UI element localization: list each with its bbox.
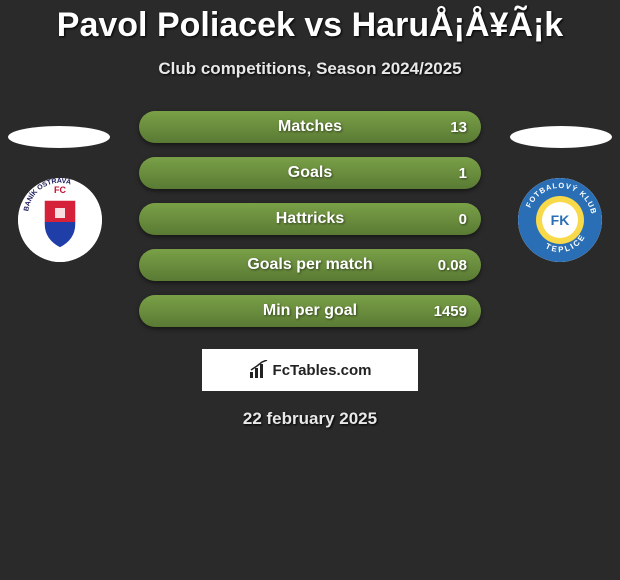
stat-label: Goals per match	[247, 256, 372, 274]
fctables-badge[interactable]: FcTables.com	[202, 349, 418, 391]
stat-row: Hattricks 0	[139, 203, 481, 235]
right-ellipse	[510, 126, 612, 148]
stat-label: Goals	[288, 164, 332, 182]
page-title: Pavol Poliacek vs HaruÅ¡Å¥Ã¡k	[0, 0, 620, 45]
stat-value-right: 0.08	[438, 257, 467, 274]
crest-left-fc: FC	[54, 185, 66, 195]
stat-label: Hattricks	[276, 210, 344, 228]
stat-label: Min per goal	[263, 302, 357, 320]
stat-row: Goals 1	[139, 157, 481, 189]
fk-teplice-icon: FOTBALOVÝ KLUB TEPLICE FK	[518, 178, 602, 262]
stat-value-right: 13	[450, 119, 467, 136]
banik-ostrava-icon: BANÍK OSTRAVA FC	[18, 178, 102, 262]
comparison-card: Pavol Poliacek vs HaruÅ¡Å¥Ã¡k Club compe…	[0, 0, 620, 580]
subtitle: Club competitions, Season 2024/2025	[0, 59, 620, 79]
stat-row: Matches 13	[139, 111, 481, 143]
stat-value-right: 1459	[434, 303, 467, 320]
stat-value-right: 0	[459, 211, 467, 228]
stat-row: Goals per match 0.08	[139, 249, 481, 281]
stat-row: Min per goal 1459	[139, 295, 481, 327]
crest-left: BANÍK OSTRAVA FC	[18, 178, 102, 262]
fctables-label: FcTables.com	[273, 362, 372, 379]
crest-right: FOTBALOVÝ KLUB TEPLICE FK	[518, 178, 602, 262]
date-label: 22 february 2025	[0, 409, 620, 429]
crest-right-fk: FK	[551, 212, 570, 228]
bars-icon	[249, 360, 269, 380]
left-ellipse	[8, 126, 110, 148]
stat-value-right: 1	[459, 165, 467, 182]
stat-label: Matches	[278, 118, 342, 136]
